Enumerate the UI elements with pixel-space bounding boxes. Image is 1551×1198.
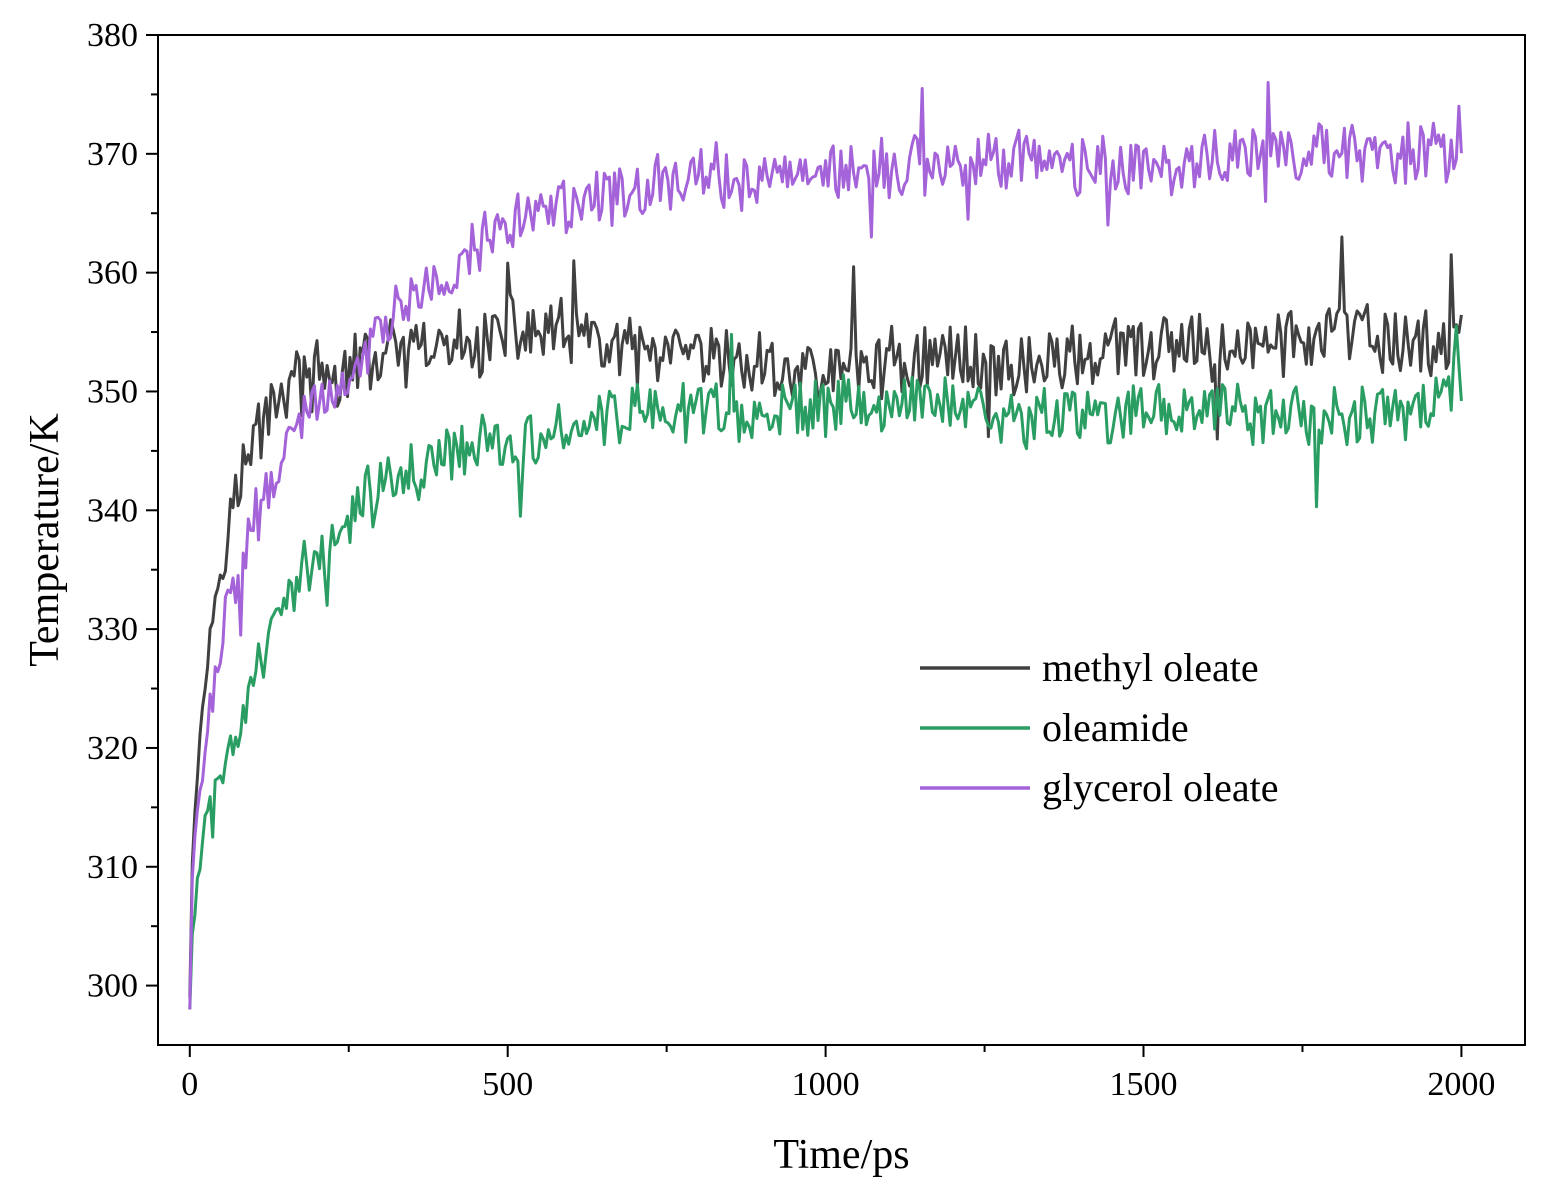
y-tick-label: 350 [87,373,138,410]
y-tick-label: 380 [87,17,138,54]
y-tick-label: 330 [87,611,138,648]
x-tick-label: 1000 [792,1066,860,1103]
x-tick-label: 500 [482,1066,533,1103]
y-tick-label: 320 [87,730,138,767]
series-line-methyl-oleate [188,235,1463,998]
y-tick-label: 310 [87,849,138,886]
axes: 0 500 1000 1500 2000 300 310 320 330 340 350 360 370… [22,17,1526,1178]
y-tick-label: 340 [87,492,138,529]
y-tick-label: 360 [87,255,138,292]
series-line-glycerol-oleate [188,81,1463,1010]
y-tick-label: 370 [87,136,138,173]
legend-label-oleamide: oleamide [1042,705,1189,750]
y-tick-label: 300 [87,968,138,1005]
x-tick-label: 2000 [1427,1066,1495,1103]
y-axis-title: Temperature/K [22,413,68,667]
series-line-oleamide [188,324,1463,1010]
x-axis-title: Time/ps [773,1132,909,1178]
legend: methyl oleate oleamide glycerol oleate [920,645,1279,810]
plot-area [188,81,1463,1010]
x-tick-label: 1500 [1110,1066,1178,1103]
x-tick-label: 0 [181,1066,198,1103]
plot-frame [157,34,1526,1046]
legend-label-methyl-oleate: methyl oleate [1042,645,1259,690]
legend-label-glycerol-oleate: glycerol oleate [1042,765,1279,810]
